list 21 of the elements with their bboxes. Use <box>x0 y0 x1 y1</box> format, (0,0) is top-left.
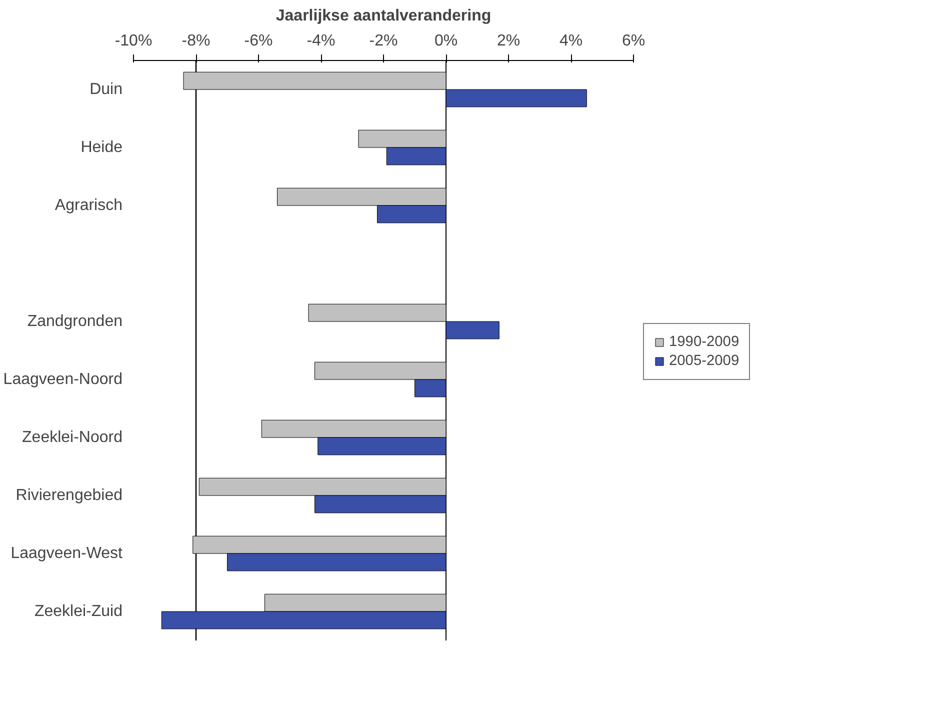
x-tick-label: 4% <box>559 32 583 50</box>
x-tick-label: 0% <box>434 32 458 50</box>
y-tick-label: Agrarisch <box>54 197 122 214</box>
x-tick-label: 2% <box>496 32 520 50</box>
y-tick-label: Laagveen-Noord <box>3 371 123 388</box>
legend-label: 2005-2009 <box>669 353 740 369</box>
x-tick-label: -4% <box>306 32 336 50</box>
y-tick-label: Zeeklei-Zuid <box>34 603 122 620</box>
x-tick-label: -6% <box>244 32 273 50</box>
y-tick-label: Duin <box>90 81 122 98</box>
x-tick-label: -10% <box>114 32 152 50</box>
y-tick-label: Zandgronden <box>27 313 122 330</box>
x-tick-label: 6% <box>622 32 646 50</box>
chart-title: Jaarlijkse aantalverandering <box>276 8 492 24</box>
x-tick-label: -8% <box>182 32 210 50</box>
x-tick-label: -2% <box>369 32 398 50</box>
y-tick-label: Heide <box>80 139 123 156</box>
legend-label: 1990-2009 <box>669 334 740 350</box>
y-tick-label: Zeeklei-Noord <box>22 429 122 446</box>
y-tick-label: Rivierengebied <box>16 487 122 504</box>
y-tick-label: Laagveen-West <box>10 545 124 562</box>
